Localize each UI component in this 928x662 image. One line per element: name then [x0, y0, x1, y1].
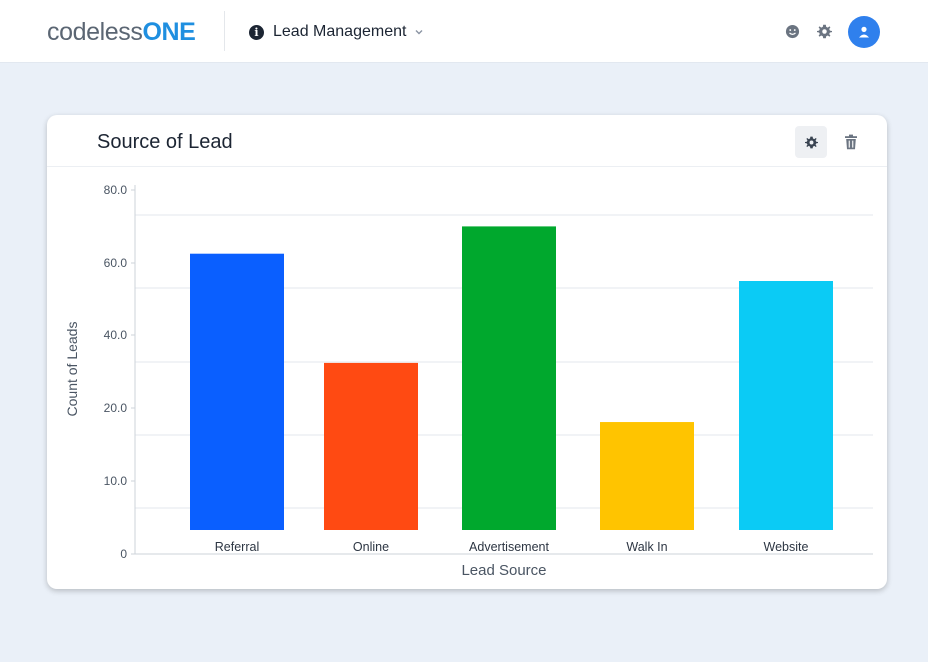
app-name: Lead Management	[273, 23, 407, 40]
card-title: Source of Lead	[97, 131, 233, 153]
x-axis-label: Lead Source	[461, 562, 546, 579]
y-tick-labels: 0 10.0 20.0 40.0 60.0 80.0	[104, 183, 135, 561]
header-divider	[224, 11, 225, 51]
y-tick-label: 0	[120, 547, 127, 561]
category-label: Website	[764, 540, 809, 554]
info-icon: i	[249, 24, 264, 40]
card-delete-button[interactable]	[835, 126, 867, 158]
category-label: Online	[353, 540, 389, 554]
gear-icon[interactable]	[816, 23, 832, 39]
avatar[interactable]	[848, 16, 880, 48]
logo-accent-text: ONE	[142, 18, 196, 46]
user-icon	[859, 26, 869, 38]
y-tick-label: 10.0	[104, 474, 128, 488]
bar-online	[324, 362, 418, 530]
app-switcher[interactable]: i Lead Management	[249, 21, 424, 43]
y-axis-label: Count of Leads	[64, 322, 80, 417]
bar-walk-in	[600, 422, 694, 530]
y-tick-label: 60.0	[104, 256, 128, 270]
top-bar: codelessONE i Lead Management	[0, 0, 928, 63]
chart-card: Source of Lead 0 10.0 20.0 40.0 60.0 80.0 Ref…	[47, 115, 887, 589]
category-label: Advertisement	[469, 540, 549, 554]
category-label: Referral	[215, 540, 259, 554]
bar-advertisement	[462, 226, 556, 530]
trash-icon	[845, 134, 857, 150]
logo[interactable]: codelessONE	[47, 17, 196, 47]
card-header: Source of Lead	[47, 115, 887, 167]
y-tick-label: 20.0	[104, 401, 128, 415]
card-settings-button[interactable]	[795, 126, 827, 158]
bar-chart: 0 10.0 20.0 40.0 60.0 80.0 Referral Online Adve…	[64, 183, 873, 579]
y-tick-label: 80.0	[104, 183, 128, 197]
gear-icon	[804, 136, 818, 148]
logo-text: codeless	[47, 18, 143, 46]
bar-website	[739, 281, 833, 530]
x-tick-labels: Referral Online Advertisement Walk In Websit…	[215, 540, 809, 554]
chevron-down-icon	[414, 27, 424, 37]
bar-referral	[190, 253, 284, 530]
chart-bars	[190, 226, 833, 530]
smiley-icon[interactable]	[784, 23, 800, 39]
category-label: Walk In	[626, 540, 667, 554]
y-tick-label: 40.0	[104, 328, 128, 342]
